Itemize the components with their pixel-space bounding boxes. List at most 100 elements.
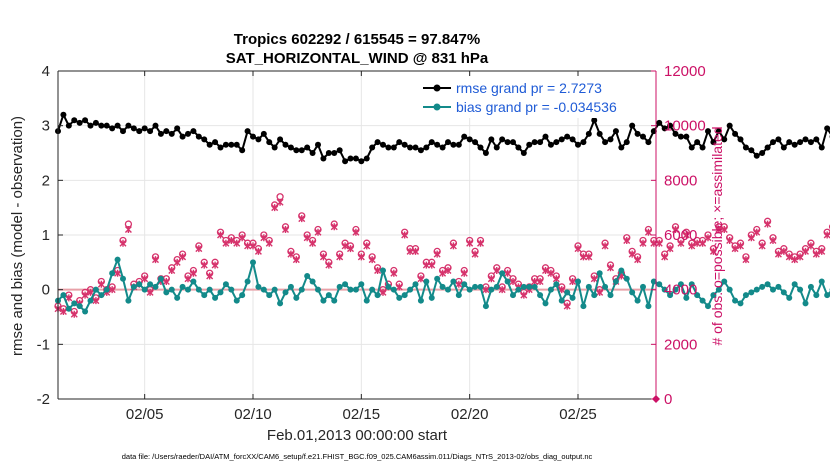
rmse-point (721, 136, 728, 143)
bias-point (315, 286, 321, 293)
rmse-point (824, 125, 830, 132)
rmse-point (526, 141, 533, 148)
bias-point (195, 286, 202, 293)
bias-point (667, 292, 674, 299)
legend-rmse-marker (433, 84, 441, 92)
bias-point (585, 283, 592, 290)
obs-assimilated-point (688, 242, 696, 250)
rmse-point (623, 139, 630, 146)
bias-point (228, 286, 235, 293)
obs-assimilated-point (628, 250, 636, 258)
rmse-point (807, 139, 814, 146)
rmse-point (87, 122, 94, 129)
rmse-point (818, 144, 825, 151)
y-tick-label-right: 12000 (664, 63, 706, 80)
obs-assimilated-point (661, 253, 669, 261)
bias-point (271, 286, 278, 293)
obs-assimilated-point (634, 256, 642, 264)
rmse-point (455, 141, 462, 148)
legend-box (417, 76, 655, 118)
obs-assimilated-point (482, 286, 490, 294)
obs-assimilated-point (146, 288, 154, 296)
obs-assimilated-point (536, 277, 544, 285)
bias-point (434, 275, 441, 282)
rmse-point (336, 147, 343, 154)
rmse-point (125, 122, 132, 129)
obs-assimilated-point (726, 236, 734, 244)
bias-point (699, 297, 706, 304)
rmse-point (369, 144, 376, 151)
bias-point (125, 297, 132, 304)
rmse-point (450, 141, 457, 148)
rmse-point (239, 147, 246, 154)
bias-point (412, 281, 419, 288)
bias-point (775, 283, 782, 290)
rmse-point (352, 155, 359, 162)
bias-point (363, 297, 370, 304)
rmse-point (786, 139, 793, 146)
rmse-point (580, 139, 587, 146)
obs-assimilated-point (108, 286, 116, 294)
rmse-point (277, 136, 284, 143)
obs-assimilated-point (352, 228, 360, 236)
bias-point (656, 281, 663, 288)
bias-point (802, 300, 809, 307)
obs-assimilated-point (709, 247, 717, 255)
obs-assimilated-point (704, 234, 712, 242)
obs-assimilated-point (623, 236, 631, 244)
rmse-point (715, 128, 722, 135)
obs-assimilated-point (455, 280, 463, 288)
bias-point (807, 283, 814, 290)
rmse-point (417, 147, 424, 154)
rmse-point (266, 139, 273, 146)
bias-point (618, 267, 625, 274)
bias-point (553, 281, 560, 288)
rmse-point (98, 122, 105, 129)
bias-point (336, 283, 343, 290)
bias-point (304, 273, 311, 279)
rmse-point (472, 139, 479, 146)
bias-point (233, 297, 240, 304)
bias-point (688, 281, 695, 288)
obs-assimilated-point (807, 242, 815, 250)
bias-point (510, 292, 516, 299)
obs-assimilated-point (791, 256, 799, 264)
rmse-point (705, 128, 711, 135)
obs-assimilated-point (368, 256, 376, 264)
y-tick-label: -2 (37, 391, 50, 408)
bias-point (260, 286, 267, 293)
obs-assimilated-point (271, 204, 279, 212)
rmse-point (770, 139, 776, 146)
obs-assimilated-point (390, 269, 398, 277)
obs-assimilated-point (780, 247, 788, 255)
y-tick-label-right: 0 (664, 391, 672, 408)
obs-assimilated-point (395, 283, 403, 291)
obs-assimilated-point (422, 261, 430, 269)
obs-assimilated-point (493, 267, 501, 275)
bias-point (147, 281, 154, 288)
rmse-point (515, 144, 522, 151)
bias-point (569, 294, 576, 301)
rmse-point (661, 125, 668, 132)
obs-assimilated-point (487, 275, 495, 283)
rmse-point (683, 133, 690, 140)
bias-point (564, 289, 571, 296)
rmse-point (612, 128, 619, 135)
bias-point (726, 286, 733, 293)
obs-assimilated-point (287, 250, 295, 258)
rmse-point (677, 133, 684, 140)
obs-assimilated-point (233, 239, 241, 247)
chart-title-line2: SAT_HORIZONTAL_WIND @ 831 hPa (226, 50, 489, 67)
rmse-point (168, 130, 175, 137)
rmse-point (363, 155, 370, 162)
obs-assimilated-point (59, 308, 67, 316)
rmse-point (320, 155, 327, 162)
obs-assimilated-point (92, 297, 100, 305)
obs-assimilated-point (211, 261, 219, 269)
obs-assimilated-point (682, 231, 690, 239)
bias-point (174, 294, 181, 301)
bias-point (786, 294, 793, 301)
rmse-point (103, 122, 110, 129)
x-tick-label: 02/15 (343, 406, 381, 423)
bias-point (82, 308, 89, 315)
